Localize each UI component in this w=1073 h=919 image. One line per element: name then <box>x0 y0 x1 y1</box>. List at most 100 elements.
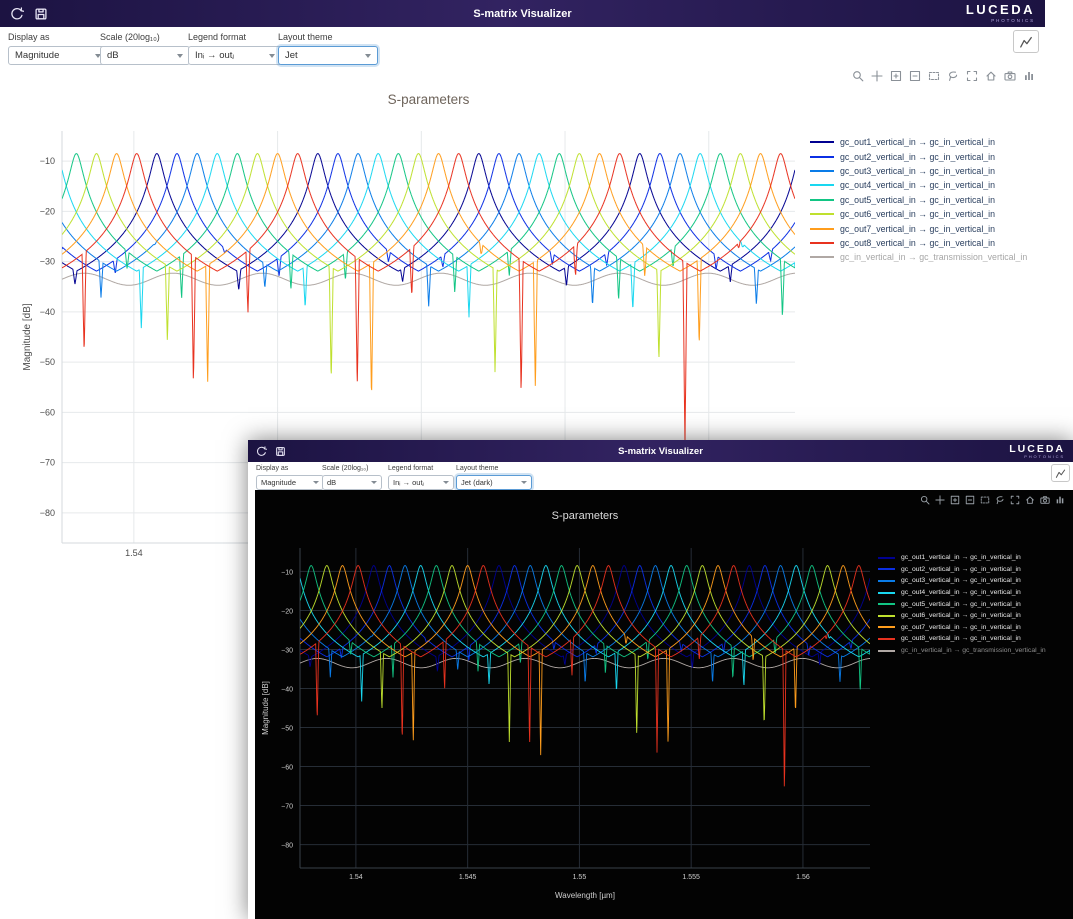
layout-theme-value: Jet (dark) <box>461 478 493 487</box>
svg-text:1.54: 1.54 <box>125 548 143 558</box>
legend-format-value: Inᵢ → outⱼ <box>393 478 424 487</box>
legend-format-label: Legend format <box>188 32 282 42</box>
legend-swatch <box>878 592 895 594</box>
legend-item[interactable]: gc_out5_vertical_in → gc_in_vertical_in <box>878 598 1073 610</box>
legend-swatch <box>878 557 895 559</box>
box-select-icon[interactable] <box>980 495 990 505</box>
chevron-down-icon <box>313 481 319 484</box>
legend-swatch <box>878 650 895 652</box>
pan-icon[interactable] <box>871 70 883 82</box>
chart-panel: S-parameters −10−20−30−40−50−60−70−801.5… <box>255 490 1073 919</box>
svg-text:−20: −20 <box>281 608 293 615</box>
zoom-in-icon[interactable] <box>890 70 902 82</box>
layout-theme-label: Layout theme <box>456 465 532 472</box>
layout-theme-control: Layout theme Jet (dark) <box>456 465 532 490</box>
layout-theme-select[interactable]: Jet (dark) <box>456 475 532 490</box>
legend-swatch <box>810 170 834 172</box>
svg-text:−70: −70 <box>281 804 293 811</box>
lasso-icon[interactable] <box>995 495 1005 505</box>
scale-select[interactable]: dB <box>322 475 382 490</box>
zoom-icon[interactable] <box>852 70 864 82</box>
legend-swatch <box>810 256 834 258</box>
camera-icon[interactable] <box>1040 495 1050 505</box>
plot-panel-toggle-button[interactable] <box>1051 464 1070 482</box>
plotly-logo-icon[interactable] <box>1023 70 1035 82</box>
autoscale-icon[interactable] <box>1010 495 1020 505</box>
legend-item[interactable]: gc_out8_vertical_in → gc_in_vertical_in <box>810 236 1043 250</box>
display-as-select[interactable]: Magnitude <box>256 475 324 490</box>
legend-format-control: Legend format Inᵢ → outⱼ <box>388 465 454 490</box>
legend-item[interactable]: gc_out3_vertical_in → gc_in_vertical_in <box>878 575 1073 587</box>
chevron-down-icon <box>177 54 183 58</box>
scale-value: dB <box>327 478 336 487</box>
legend-item[interactable]: gc_out2_vertical_in → gc_in_vertical_in <box>878 564 1073 576</box>
zoom-out-icon[interactable] <box>909 70 921 82</box>
legend-label: gc_out3_vertical_in → gc_in_vertical_in <box>901 577 1021 584</box>
legend-item[interactable]: gc_out4_vertical_in → gc_in_vertical_in <box>878 587 1073 599</box>
legend-item[interactable]: gc_out1_vertical_in → gc_in_vertical_in <box>810 135 1043 149</box>
legend-item[interactable]: gc_out6_vertical_in → gc_in_vertical_in <box>810 207 1043 221</box>
legend-item[interactable]: gc_out7_vertical_in → gc_in_vertical_in <box>878 622 1073 634</box>
legend-item[interactable]: gc_out4_vertical_in → gc_in_vertical_in <box>810 178 1043 192</box>
legend-item[interactable]: gc_out6_vertical_in → gc_in_vertical_in <box>878 610 1073 622</box>
legend-format-select[interactable]: Inᵢ → outⱼ <box>388 475 454 490</box>
chevron-down-icon <box>269 54 275 58</box>
legend-format-select[interactable]: Inᵢ → outⱼ <box>188 46 282 65</box>
svg-text:1.555: 1.555 <box>682 874 700 881</box>
reset-axes-icon[interactable] <box>1025 495 1035 505</box>
app-title: S-matrix Visualizer <box>0 8 1045 20</box>
legend-item[interactable]: gc_out7_vertical_in → gc_in_vertical_in <box>810 221 1043 235</box>
legend-format-control: Legend format Inᵢ → outⱼ <box>188 32 282 65</box>
controls-row: Display as Magnitude Scale (20log₁₀) dB … <box>248 462 1073 490</box>
zoom-icon[interactable] <box>920 495 930 505</box>
svg-text:1.55: 1.55 <box>573 874 587 881</box>
legend-label: gc_out3_vertical_in → gc_in_vertical_in <box>840 166 995 176</box>
scale-control: Scale (20log₁₀) dB <box>322 465 382 490</box>
legend-item[interactable]: gc_out5_vertical_in → gc_in_vertical_in <box>810 193 1043 207</box>
x-axis-label: Wavelength [µm] <box>555 891 615 900</box>
zoom-out-icon[interactable] <box>965 495 975 505</box>
autoscale-icon[interactable] <box>966 70 978 82</box>
svg-text:−20: −20 <box>40 206 55 216</box>
legend-swatch <box>810 156 834 158</box>
legend-item[interactable]: gc_out2_vertical_in → gc_in_vertical_in <box>810 149 1043 163</box>
plot-modebar <box>920 495 1065 505</box>
plotly-logo-icon[interactable] <box>1055 495 1065 505</box>
scale-select[interactable]: dB <box>100 46 190 65</box>
box-select-icon[interactable] <box>928 70 940 82</box>
display-as-select[interactable]: Magnitude <box>8 46 108 65</box>
plot-panel-toggle-button[interactable] <box>1013 30 1039 53</box>
logo-text: LUCEDA <box>966 3 1035 18</box>
svg-text:−50: −50 <box>281 726 293 733</box>
legend-item[interactable]: gc_out8_vertical_in → gc_in_vertical_in <box>878 633 1073 645</box>
svg-text:−80: −80 <box>281 843 293 850</box>
svg-text:1.56: 1.56 <box>796 874 810 881</box>
legend-swatch <box>878 638 895 640</box>
y-axis-label: Magnitude [dB] <box>22 303 33 370</box>
lasso-icon[interactable] <box>947 70 959 82</box>
legend-swatch <box>810 242 834 244</box>
legend-label: gc_in_vertical_in → gc_transmission_vert… <box>840 252 1027 262</box>
plot-background <box>300 548 870 868</box>
legend-item[interactable]: gc_in_vertical_in → gc_transmission_vert… <box>878 645 1073 657</box>
legend-label: gc_out8_vertical_in → gc_in_vertical_in <box>840 238 995 248</box>
legend-item[interactable]: gc_out1_vertical_in → gc_in_vertical_in <box>878 552 1073 564</box>
legend-label: gc_in_vertical_in → gc_transmission_vert… <box>901 647 1046 654</box>
display-as-value: Magnitude <box>261 478 296 487</box>
display-as-value: Magnitude <box>15 50 59 61</box>
layout-theme-control: Layout theme Jet <box>278 32 378 65</box>
display-as-label: Display as <box>8 32 108 42</box>
svg-text:−60: −60 <box>40 407 55 417</box>
pan-icon[interactable] <box>935 495 945 505</box>
app-title: S-matrix Visualizer <box>248 446 1073 457</box>
reset-axes-icon[interactable] <box>985 70 997 82</box>
zoom-in-icon[interactable] <box>950 495 960 505</box>
layout-theme-select[interactable]: Jet <box>278 46 378 65</box>
legend-item[interactable]: gc_out3_vertical_in → gc_in_vertical_in <box>810 164 1043 178</box>
legend-label: gc_out6_vertical_in → gc_in_vertical_in <box>840 209 995 219</box>
legend-item[interactable]: gc_in_vertical_in → gc_transmission_vert… <box>810 250 1043 264</box>
camera-icon[interactable] <box>1004 70 1016 82</box>
logo-text: LUCEDA <box>1009 443 1065 455</box>
svg-text:−70: −70 <box>40 458 55 468</box>
titlebar: S-matrix Visualizer LUCEDA PHOTONICS <box>0 0 1045 27</box>
